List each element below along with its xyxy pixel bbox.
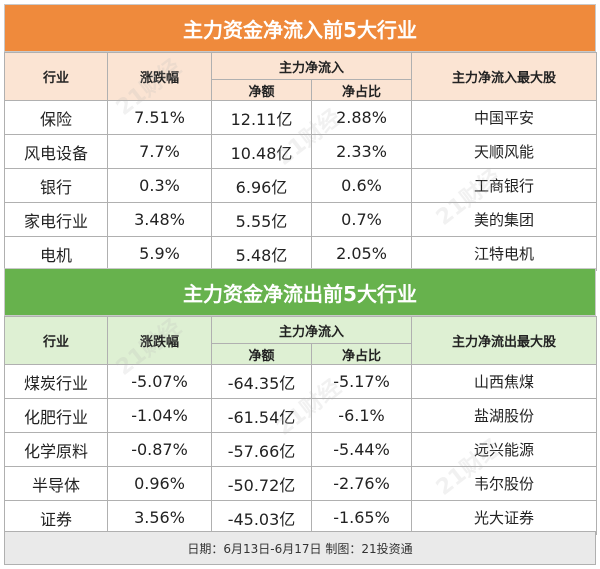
net-amount-cell: -64.35亿 xyxy=(211,364,312,399)
net-ratio-cell: 2.88% xyxy=(310,100,413,135)
header-industry: 行业 xyxy=(4,316,108,365)
header-net-inflow-group: 主力净流入 xyxy=(210,52,413,80)
change-cell: 5.9% xyxy=(107,236,212,271)
net-amount-cell: -45.03亿 xyxy=(211,500,312,535)
header-top-stock: 主力净流出最大股 xyxy=(411,316,598,365)
inflow-title: 主力资金净流入前5大行业 xyxy=(4,4,596,52)
change-cell: 0.3% xyxy=(107,168,212,203)
footer-credit: 日期：6月13日-6月17日 制图：21投资通 xyxy=(4,531,596,565)
header-net-ratio: 净占比 xyxy=(310,79,413,101)
table-row: 化学原料 -0.87% -57.66亿 -5.44% 远兴能源 xyxy=(4,432,598,467)
industry-cell: 半导体 xyxy=(4,466,108,501)
net-ratio-cell: 2.33% xyxy=(310,134,413,169)
net-ratio-cell: -5.17% xyxy=(310,364,413,399)
outflow-rows: 煤炭行业 -5.07% -64.35亿 -5.17% 山西焦煤 化肥行业 -1.04% -61… xyxy=(4,364,598,535)
top-stock-cell: 中国平安 xyxy=(411,100,598,135)
net-amount-cell: 5.48亿 xyxy=(211,236,312,271)
net-amount-cell: 10.48亿 xyxy=(211,134,312,169)
net-amount-cell: -61.54亿 xyxy=(211,398,312,433)
header-net-amount: 净额 xyxy=(211,79,312,101)
top-stock-cell: 山西焦煤 xyxy=(411,364,598,399)
change-cell: -0.87% xyxy=(107,432,212,467)
industry-cell: 家电行业 xyxy=(4,202,108,237)
net-amount-cell: -57.66亿 xyxy=(211,432,312,467)
industry-cell: 保险 xyxy=(4,100,108,135)
table-row: 煤炭行业 -5.07% -64.35亿 -5.17% 山西焦煤 xyxy=(4,364,598,399)
net-ratio-cell: -2.76% xyxy=(310,466,413,501)
change-cell: 7.7% xyxy=(107,134,212,169)
net-amount-cell: 5.55亿 xyxy=(211,202,312,237)
top-stock-cell: 天顺风能 xyxy=(411,134,598,169)
header-net-amount: 净额 xyxy=(211,343,312,365)
net-amount-cell: -50.72亿 xyxy=(211,466,312,501)
top-stock-cell: 盐湖股份 xyxy=(411,398,598,433)
header-top-stock: 主力净流入最大股 xyxy=(411,52,598,101)
net-ratio-cell: 0.7% xyxy=(310,202,413,237)
table-row: 银行 0.3% 6.96亿 0.6% 工商银行 xyxy=(4,168,598,203)
table-row: 半导体 0.96% -50.72亿 -2.76% 韦尔股份 xyxy=(4,466,598,501)
top-stock-cell: 光大证券 xyxy=(411,500,598,535)
top-stock-cell: 江特电机 xyxy=(411,236,598,271)
industry-cell: 证券 xyxy=(4,500,108,535)
header-change: 涨跌幅 xyxy=(107,316,212,365)
table-row: 电机 5.9% 5.48亿 2.05% 江特电机 xyxy=(4,236,598,271)
net-ratio-cell: 2.05% xyxy=(310,236,413,271)
change-cell: -5.07% xyxy=(107,364,212,399)
industry-cell: 电机 xyxy=(4,236,108,271)
industry-cell: 银行 xyxy=(4,168,108,203)
change-cell: -1.04% xyxy=(107,398,212,433)
change-cell: 3.56% xyxy=(107,500,212,535)
net-ratio-cell: -6.1% xyxy=(310,398,413,433)
top-stock-cell: 美的集团 xyxy=(411,202,598,237)
table-row: 保险 7.51% 12.11亿 2.88% 中国平安 xyxy=(4,100,598,135)
industry-cell: 化学原料 xyxy=(4,432,108,467)
change-cell: 3.48% xyxy=(107,202,212,237)
table-row: 化肥行业 -1.04% -61.54亿 -6.1% 盐湖股份 xyxy=(4,398,598,433)
inflow-rows: 保险 7.51% 12.11亿 2.88% 中国平安 风电设备 7.7% 10.48亿 2.33… xyxy=(4,100,598,271)
net-ratio-cell: -1.65% xyxy=(310,500,413,535)
net-ratio-cell: 0.6% xyxy=(310,168,413,203)
header-change: 涨跌幅 xyxy=(107,52,212,101)
industry-cell: 风电设备 xyxy=(4,134,108,169)
net-amount-cell: 6.96亿 xyxy=(211,168,312,203)
inflow-table: 行业 涨跌幅 主力净流入 主力净流入最大股 净额 净占比 保险 7.51% 12.1… xyxy=(4,52,598,271)
header-net-ratio: 净占比 xyxy=(310,343,413,365)
table-row: 证券 3.56% -45.03亿 -1.65% 光大证券 xyxy=(4,500,598,535)
table-row: 风电设备 7.7% 10.48亿 2.33% 天顺风能 xyxy=(4,134,598,169)
outflow-title: 主力资金净流出前5大行业 xyxy=(4,268,596,316)
top-stock-cell: 工商银行 xyxy=(411,168,598,203)
net-ratio-cell: -5.44% xyxy=(310,432,413,467)
header-net-inflow-group: 主力净流入 xyxy=(210,316,413,344)
net-amount-cell: 12.11亿 xyxy=(211,100,312,135)
change-cell: 7.51% xyxy=(107,100,212,135)
outflow-table: 行业 涨跌幅 主力净流入 主力净流出最大股 净额 净占比 煤炭行业 -5.07% -… xyxy=(4,316,598,535)
change-cell: 0.96% xyxy=(107,466,212,501)
top-stock-cell: 远兴能源 xyxy=(411,432,598,467)
industry-cell: 化肥行业 xyxy=(4,398,108,433)
header-industry: 行业 xyxy=(4,52,108,101)
table-row: 家电行业 3.48% 5.55亿 0.7% 美的集团 xyxy=(4,202,598,237)
top-stock-cell: 韦尔股份 xyxy=(411,466,598,501)
industry-cell: 煤炭行业 xyxy=(4,364,108,399)
